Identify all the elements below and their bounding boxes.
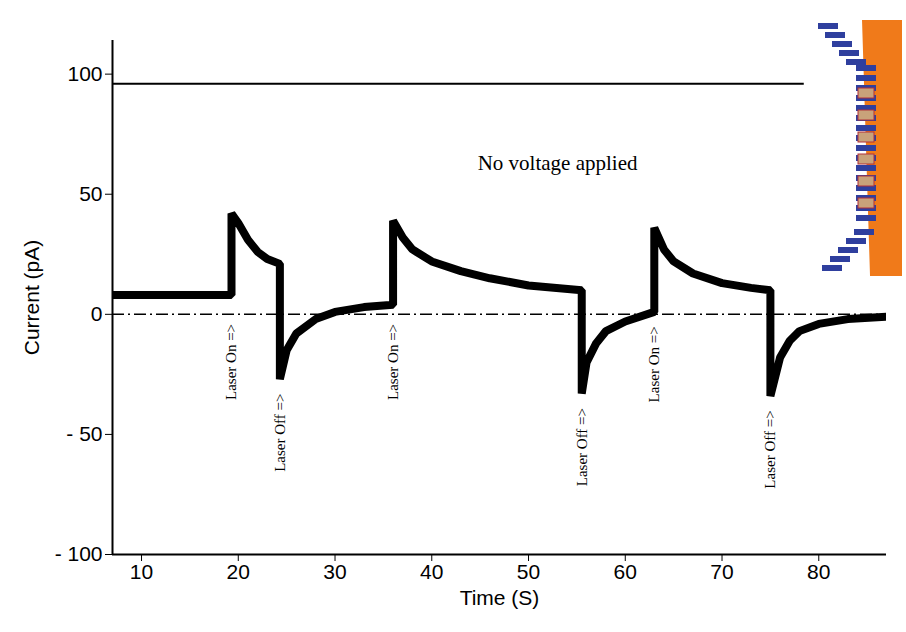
svg-text:Laser On =>: Laser On => [385,324,401,400]
svg-text:- 100: - 100 [55,542,103,565]
svg-text:20: 20 [227,560,250,583]
svg-text:100: 100 [67,62,102,85]
svg-text:- 50: - 50 [66,422,102,445]
svg-text:Time (S): Time (S) [460,586,540,609]
svg-text:Laser On =>: Laser On => [223,324,239,400]
svg-text:30: 30 [323,560,346,583]
svg-text:60: 60 [614,560,637,583]
svg-text:Laser On =>: Laser On => [646,326,662,402]
svg-text:70: 70 [710,560,733,583]
svg-text:Laser Off =>: Laser Off => [762,410,778,488]
svg-text:No voltage applied: No voltage applied [478,151,638,175]
svg-text:10: 10 [130,560,153,583]
svg-text:80: 80 [807,560,830,583]
svg-text:Current (pA): Current (pA) [20,240,43,356]
svg-text:Laser Off =>: Laser Off => [272,394,288,472]
svg-text:0: 0 [91,302,103,325]
svg-text:Laser Off =>: Laser Off => [574,408,590,486]
svg-text:50: 50 [517,560,540,583]
svg-text:50: 50 [79,182,102,205]
svg-text:40: 40 [420,560,443,583]
